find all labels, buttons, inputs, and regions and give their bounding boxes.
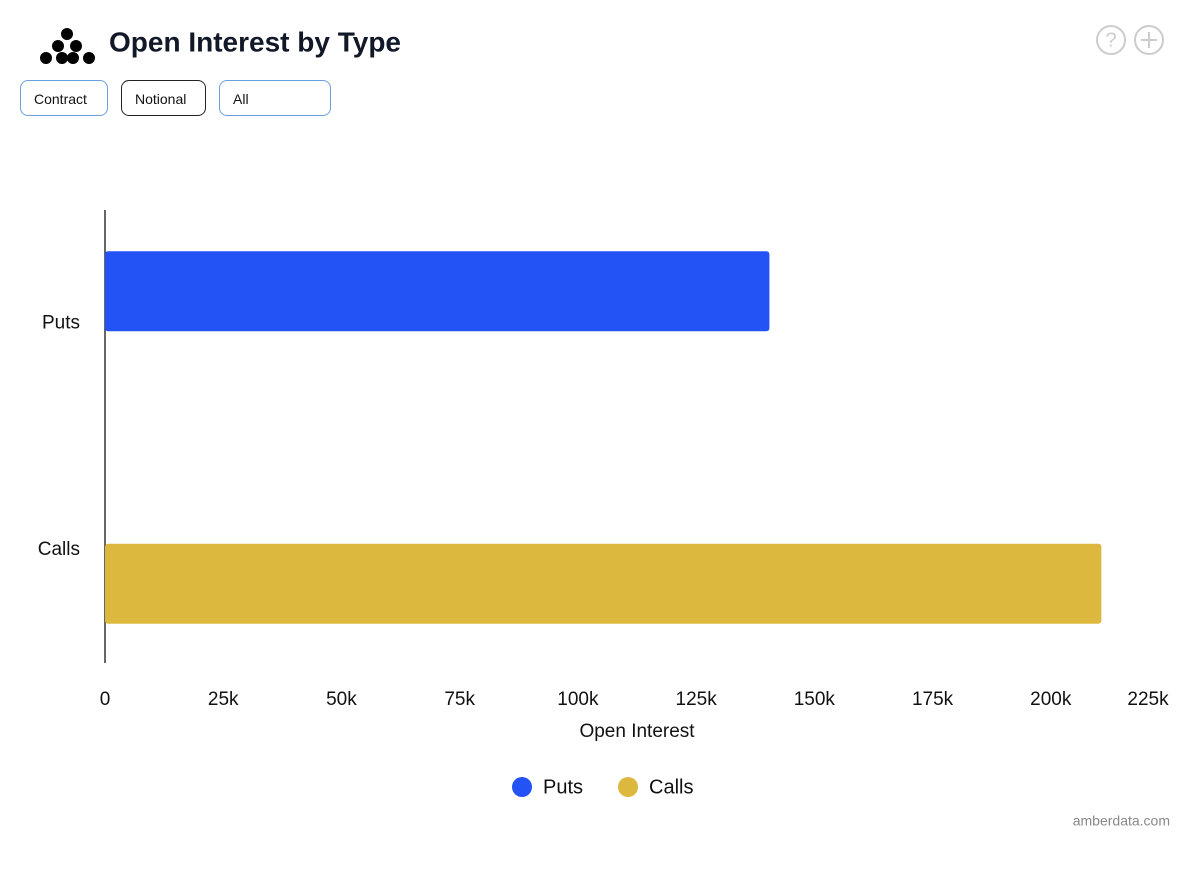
help-icon[interactable]: ? [1096, 25, 1126, 55]
button[interactable]: Notional [121, 80, 206, 116]
button[interactable]: Contract [20, 80, 108, 116]
y-tick-label: Calls [38, 539, 80, 560]
x-axis-title: Open Interest [579, 721, 695, 742]
legend-marker [512, 777, 532, 797]
x-tick-label: 25k [208, 689, 239, 710]
x-tick-label: 125k [676, 689, 718, 710]
x-tick-label: 200k [1030, 689, 1072, 710]
dropdown[interactable]: All [219, 80, 331, 116]
legend-label: Calls [649, 776, 693, 798]
title: Open Interest by Type [109, 26, 401, 57]
add-icon[interactable] [1134, 25, 1164, 55]
x-tick-label: 50k [326, 689, 357, 710]
x-tick-label: 100k [557, 689, 599, 710]
legend-label: Puts [543, 776, 583, 798]
x-tick-label: 225k [1127, 689, 1169, 710]
logo [40, 28, 95, 64]
x-tick-label: 0 [100, 689, 111, 710]
x-tick-label: 75k [444, 689, 475, 710]
x-tick-label: 175k [912, 689, 954, 710]
bar [105, 543, 1102, 624]
legend-marker [618, 777, 638, 797]
y-tick-label: Puts [42, 312, 80, 333]
footer: amberdata.com [1073, 813, 1170, 829]
bar [105, 251, 770, 332]
svg-text:?: ? [1105, 29, 1116, 51]
x-tick-label: 150k [794, 689, 836, 710]
